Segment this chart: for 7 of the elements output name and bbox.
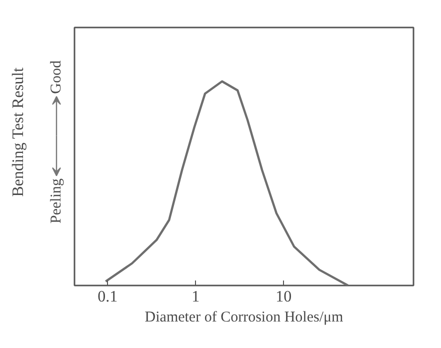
x-tick-label: 10 <box>276 288 292 306</box>
x-tick-label: 1 <box>192 288 200 306</box>
text: Good <box>48 60 64 94</box>
x-tick-label: 0.1 <box>98 288 118 306</box>
y-axis-title: Bending Test Result <box>10 67 27 197</box>
x-axis-title: Diameter of Corrosion Holes/μm <box>144 310 344 326</box>
text: Peeling <box>48 178 64 224</box>
